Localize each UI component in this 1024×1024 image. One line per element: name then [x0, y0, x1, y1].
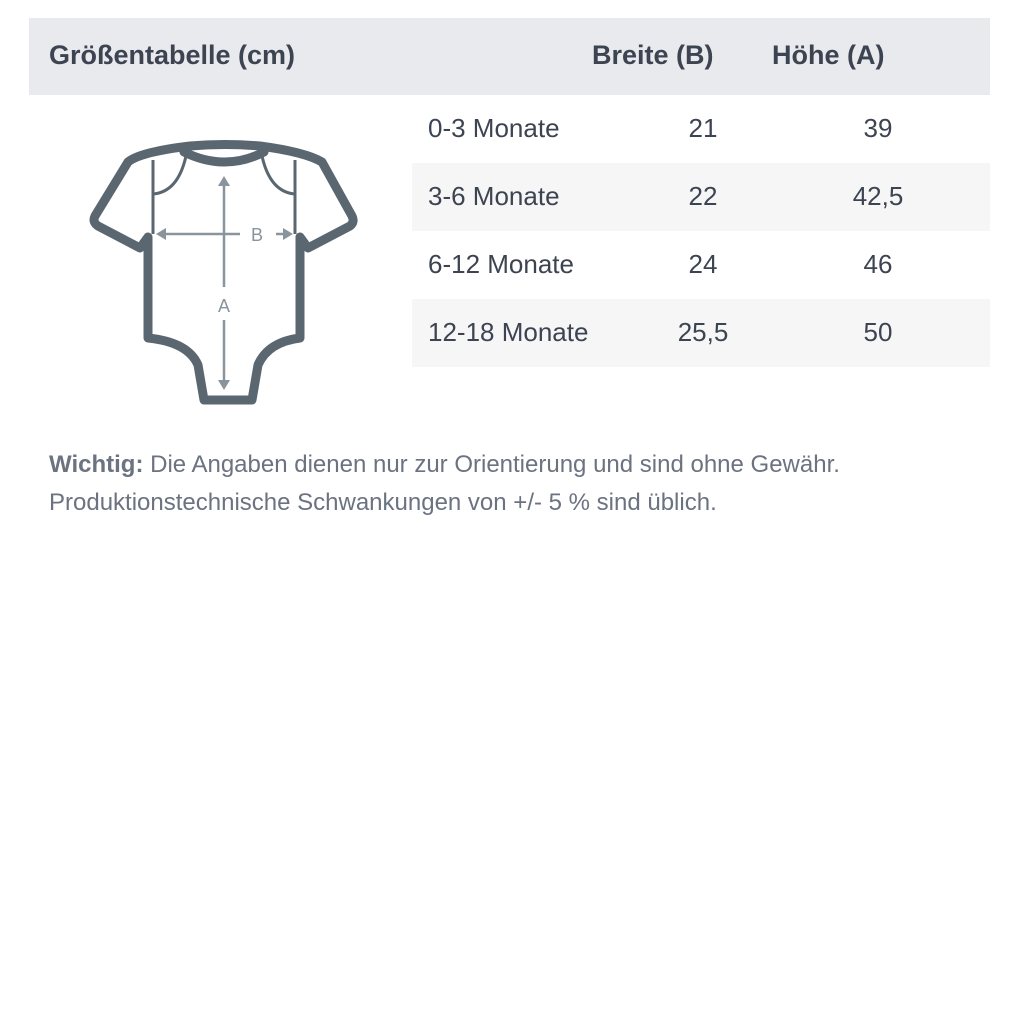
- table-row: 3-6 Monate 22 42,5: [412, 163, 990, 231]
- table-row: 0-3 Monate 21 39: [412, 95, 990, 163]
- width-cell: 24: [688, 249, 718, 279]
- width-cell: 21: [688, 113, 718, 143]
- width-cell: 25,5: [677, 317, 729, 347]
- size-cell: 12-18 Monate: [428, 317, 589, 347]
- table-header: Größentabelle (cm) Breite (B) Höhe (A): [29, 18, 990, 95]
- note-line-2: Produktionstechnische Schwankungen von +…: [49, 489, 717, 516]
- size-cell: 6-12 Monate: [428, 249, 574, 279]
- label-b: B: [251, 225, 263, 245]
- table-row: 6-12 Monate 24 46: [412, 231, 990, 299]
- column-header-height: Höhe (A): [772, 40, 885, 70]
- height-cell: 39: [863, 113, 893, 143]
- bodysuit-diagram-icon: B A: [89, 140, 358, 405]
- size-cell: 0-3 Monate: [428, 113, 560, 143]
- note-label: Wichtig:: [49, 451, 144, 478]
- height-cell: 46: [863, 249, 893, 279]
- disclaimer-note: Wichtig: Die Angaben dienen nur zur Orie…: [49, 446, 840, 522]
- width-cell: 22: [688, 181, 718, 211]
- label-a: A: [218, 296, 230, 316]
- column-header-width: Breite (B): [592, 40, 714, 70]
- height-cell: 50: [863, 317, 893, 347]
- table-title: Größentabelle (cm): [49, 40, 296, 70]
- height-cell: 42,5: [852, 181, 904, 211]
- table-row: 12-18 Monate 25,5 50: [412, 299, 990, 367]
- note-line-1: Die Angaben dienen nur zur Orientierung …: [150, 451, 840, 478]
- size-cell: 3-6 Monate: [428, 181, 560, 211]
